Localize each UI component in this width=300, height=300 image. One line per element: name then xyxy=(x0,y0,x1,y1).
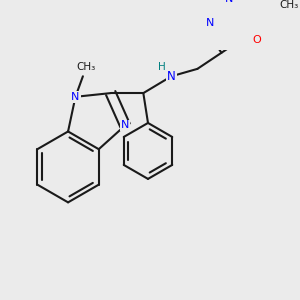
Text: N: N xyxy=(167,70,176,83)
Text: N: N xyxy=(121,121,129,130)
Text: N: N xyxy=(225,0,234,4)
Text: CH₃: CH₃ xyxy=(280,0,299,10)
Text: H: H xyxy=(158,62,166,72)
Text: CH₃: CH₃ xyxy=(76,61,95,72)
Text: O: O xyxy=(253,35,262,45)
Text: N: N xyxy=(71,92,80,102)
Text: N: N xyxy=(206,18,215,28)
